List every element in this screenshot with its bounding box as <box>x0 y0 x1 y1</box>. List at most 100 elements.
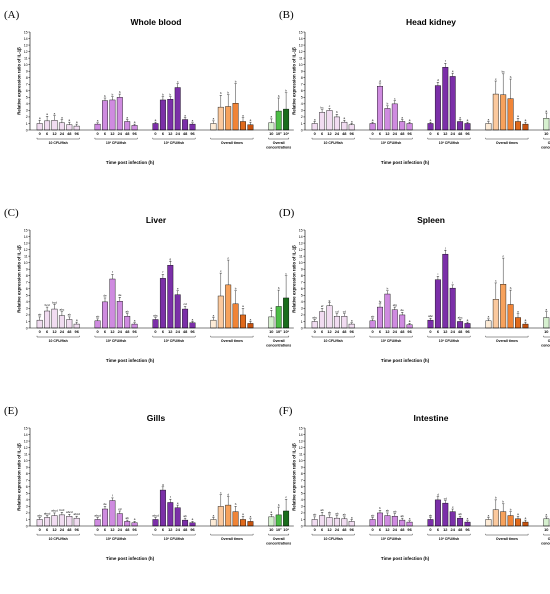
y-tick-label: 15 <box>299 426 303 430</box>
group-label: concentrations <box>541 344 550 348</box>
y-tick-label: 9 <box>301 70 303 74</box>
significance-letter: b <box>162 92 164 96</box>
x-tick-label: 96 <box>350 131 355 136</box>
x-tick-label: 24 <box>118 527 123 532</box>
bar <box>457 121 464 131</box>
y-tick-label: 6 <box>26 485 28 489</box>
bar <box>275 514 282 527</box>
group-bracket <box>427 335 471 338</box>
chart-panel: (F)Intestine0123456789101112131415Relati… <box>279 405 550 561</box>
y-tick-label: 6 <box>301 89 303 93</box>
y-tick-label: 1 <box>26 518 28 522</box>
significance-letter: c <box>329 104 331 108</box>
significance-letter: a <box>134 517 136 521</box>
group-label: 10³ CFU/fish <box>439 537 459 541</box>
x-tick-label: 6 <box>437 131 440 136</box>
bar <box>124 121 131 131</box>
significance-letter: cd <box>343 309 347 313</box>
significance-letter: abcd <box>152 513 159 517</box>
x-tick-label: 0 <box>154 527 156 532</box>
bar <box>427 519 434 527</box>
group-label: 10 CFU/fish <box>49 141 68 145</box>
bar <box>442 67 449 131</box>
significance-letter: h <box>387 287 389 291</box>
x-axis-label: Time post infection (h) <box>106 160 155 165</box>
y-tick-label: 5 <box>301 294 303 298</box>
group-label: concentrations <box>266 542 291 546</box>
group-bracket <box>268 137 289 140</box>
significance-letter: a <box>409 517 411 521</box>
significance-letter: bc <box>321 106 325 110</box>
significance-letter: cd <box>184 302 188 306</box>
significance-letter: de <box>103 502 107 506</box>
bar <box>391 515 398 527</box>
bar <box>182 519 189 527</box>
significance-letter: a <box>192 317 194 321</box>
bar <box>268 122 275 131</box>
significance-letter: e <box>452 69 454 73</box>
group-label: Overall times <box>221 537 243 541</box>
x-axis-label: Time post infection (h) <box>381 160 430 165</box>
significance-letter: b <box>379 506 381 510</box>
group-bracket <box>152 137 196 140</box>
y-tick-label: 0 <box>301 326 303 330</box>
x-tick-label: 10³ <box>283 329 289 334</box>
bar <box>434 279 441 329</box>
bar <box>369 123 376 131</box>
bar <box>268 316 275 329</box>
significance-letter: de <box>401 308 405 312</box>
x-tick-label: 0 <box>429 527 431 532</box>
significance-letter: abcd <box>94 513 101 517</box>
significance-letter: a <box>126 115 128 119</box>
significance-letter: i <box>438 272 439 276</box>
y-tick-label: 3 <box>301 109 303 113</box>
y-tick-label: 10 <box>299 63 303 67</box>
x-axis-label: Time post infection (h) <box>381 358 430 363</box>
y-tick-label: 13 <box>299 43 303 47</box>
significance-letter: de <box>118 293 122 297</box>
group-bracket <box>36 335 80 338</box>
x-tick-label: 10 <box>269 329 273 334</box>
x-tick-label: 24 <box>335 527 340 532</box>
significance-letter: b <box>220 91 222 95</box>
bar <box>283 108 290 131</box>
x-tick-label: 96 <box>190 329 195 334</box>
bar <box>232 103 239 131</box>
y-tick-label: 15 <box>299 30 303 34</box>
x-tick-label: 0 <box>429 329 431 334</box>
x-tick-label: 24 <box>393 527 398 532</box>
significance-letter: a <box>134 120 136 124</box>
significance-letter: a <box>270 510 272 514</box>
significance-letter: a <box>517 309 519 313</box>
y-tick-label: 8 <box>26 76 28 80</box>
x-tick-label: 48 <box>183 329 188 334</box>
bar <box>225 504 232 527</box>
x-tick-label: 24 <box>118 329 123 334</box>
bar <box>507 515 514 527</box>
group-bracket <box>543 137 550 140</box>
bar <box>51 119 58 131</box>
panel-title: Gills <box>147 413 166 423</box>
bar <box>66 515 73 527</box>
significance-letter: d <box>227 492 229 496</box>
group-label: concentrations <box>541 146 550 150</box>
group-bracket <box>268 533 289 536</box>
x-tick-label: 96 <box>75 131 80 136</box>
significance-letter: b <box>278 94 280 98</box>
significance-letter: abcd <box>44 511 51 515</box>
group-bracket <box>543 335 550 338</box>
significance-letter: a <box>545 307 547 311</box>
significance-letter: a <box>76 120 78 124</box>
significance-letter: a <box>76 318 78 322</box>
x-tick-label: 0 <box>429 131 431 136</box>
bar <box>384 293 391 329</box>
group-bracket <box>369 137 413 140</box>
y-tick-label: 7 <box>301 479 303 483</box>
bar <box>240 519 246 527</box>
bar <box>51 515 58 527</box>
x-tick-label: 10³ <box>283 131 289 136</box>
y-tick-label: 4 <box>301 102 303 106</box>
significance-letter: ab <box>328 511 332 515</box>
significance-letter: abc <box>428 314 433 318</box>
bar <box>174 294 181 329</box>
